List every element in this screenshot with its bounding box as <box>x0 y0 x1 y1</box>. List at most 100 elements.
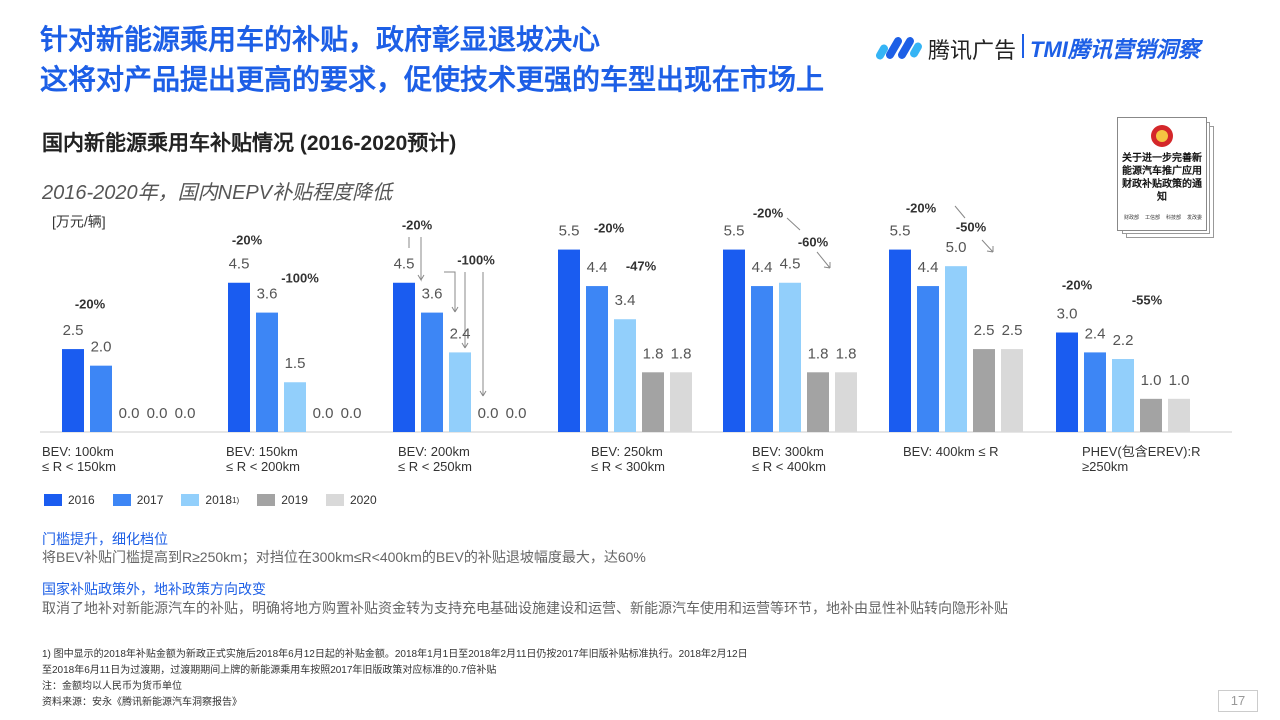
value-label: 4.4 <box>587 259 608 276</box>
value-label: 1.8 <box>836 345 857 362</box>
value-label: 1.8 <box>671 345 692 362</box>
doc-issuer: 财政部 <box>1123 215 1139 221</box>
value-label: 5.5 <box>724 223 745 240</box>
bar <box>723 249 745 432</box>
value-label: 5.5 <box>890 223 911 240</box>
legend-swatch <box>44 494 62 506</box>
legend-label: 2016 <box>68 493 95 507</box>
bar <box>1001 349 1023 432</box>
section-heading: 国家补贴政策外，地补政策方向改变 <box>42 581 266 597</box>
bar <box>228 282 250 432</box>
arrows <box>408 205 994 397</box>
annotation: -50% <box>956 219 987 234</box>
doc-issuer: 工信部 <box>1144 215 1160 221</box>
legend-item: 2020 <box>325 493 377 507</box>
section-heading: 门槛提升，细化档位 <box>42 531 168 547</box>
bar <box>614 319 636 432</box>
bar <box>835 372 857 432</box>
bar <box>1112 359 1134 432</box>
value-label: 2.5 <box>974 322 995 339</box>
value-label: 2.5 <box>63 322 84 339</box>
bar <box>1056 332 1078 432</box>
legend-swatch <box>181 494 200 506</box>
doc-issuer: 发改委 <box>1186 215 1202 221</box>
value-label: 4.5 <box>394 256 415 273</box>
category-label: BEV: 200km ≤ R < 250km <box>398 444 472 474</box>
bar <box>284 382 306 432</box>
value-label: 3.6 <box>257 286 278 303</box>
caption: 2016-2020年，国内NEPV补贴程度降低 <box>42 182 393 204</box>
bar <box>917 286 939 432</box>
bar <box>945 266 967 432</box>
annotation: -20% <box>402 217 433 232</box>
value-label: 1.8 <box>808 345 829 362</box>
bar <box>393 282 415 432</box>
bar <box>973 349 995 432</box>
footnote: 至2018年6月11日为过渡期，过渡期期间上牌的新能源乘用车按照2017年旧版政… <box>42 665 497 676</box>
legend: 2016 2017 2018 1) 2019 2020 <box>44 493 377 507</box>
value-label: 5.5 <box>559 223 580 240</box>
category-label: PHEV(包含EREV):R ≥250km <box>1082 444 1201 474</box>
value-label: 2.4 <box>1085 325 1106 342</box>
legend-swatch <box>112 494 131 506</box>
subtitle: 国内新能源乘用车补贴情况 (2016-2020预计) <box>42 132 457 155</box>
legend-label: 2020 <box>349 493 377 507</box>
legend-label: 2018 <box>205 493 233 507</box>
category-label: BEV: 150km ≤ R < 200km <box>226 444 300 474</box>
annotation: -55% <box>1132 292 1163 307</box>
legend-item: 2019 <box>257 493 308 507</box>
footnote: 1) 图中显示的2018年补贴金额为新政正式实施后2018年6月12日起的补贴金… <box>42 649 748 660</box>
category-label: BEV: 300km ≤ R < 400km <box>752 444 826 474</box>
doc-issuers: 财政部 工信部 科技部 发改委 <box>1121 214 1205 221</box>
annotation: -20% <box>753 205 784 220</box>
unit-label: [万元/辆] <box>52 214 106 230</box>
annotation: -100% <box>281 270 319 285</box>
bar <box>421 312 443 432</box>
doc-title: 关于进一步完善新能源汽车推广应用财政补贴政策的通知 <box>1122 153 1202 203</box>
logo-divider <box>1022 34 1024 58</box>
section-text: 将BEV补贴门槛提高到R≥250km；对挡位在300km≤R<400km的BEV… <box>42 549 646 565</box>
bar <box>807 372 829 432</box>
value-label: 2.2 <box>1113 332 1134 349</box>
annotation: -100% <box>457 252 495 267</box>
footnote: 注：金额均以人民币为货币单位 <box>42 681 182 692</box>
value-label: 1.8 <box>643 345 664 362</box>
annotation: -47% <box>626 258 657 273</box>
value-label: 4.4 <box>752 259 773 276</box>
bar <box>62 349 84 432</box>
value-label: 1.0 <box>1169 372 1190 389</box>
annotation: -20% <box>594 220 625 235</box>
value-label: 3.0 <box>1057 305 1078 322</box>
bar <box>558 249 580 432</box>
value-label: 0.0 <box>175 405 196 422</box>
value-label: 0.0 <box>119 405 140 422</box>
title-line: 这将对产品提出更高的要求，促使技术更强的车型出现在市场上 <box>40 64 825 95</box>
value-label: 4.5 <box>229 256 250 273</box>
footnote: 资料来源：安永《腾讯新能源汽车洞察报告》 <box>42 697 242 708</box>
annotation: -20% <box>906 200 937 215</box>
legend-swatch <box>257 494 276 506</box>
category-label: BEV: 250km ≤ R < 300km <box>591 444 665 474</box>
bar <box>449 352 471 432</box>
legend-note: 1) <box>232 495 240 505</box>
chart: [万元/辆] 2.5 4.5 4.5 5.5 5.5 5.5 3.0 2.0 3.6 3.6 4.4… <box>40 200 1232 433</box>
value-label: 4.5 <box>780 256 801 273</box>
legend-item: 2016 <box>44 493 95 507</box>
logo-icon <box>876 37 922 60</box>
document: 关于进一步完善新能源汽车推广应用财政补贴政策的通知 财政部 工信部 科技部 发改委 <box>1117 117 1207 231</box>
value-label: 3.4 <box>615 292 636 309</box>
value-label: 0.0 <box>506 405 527 422</box>
logo-sub: TMI腾讯营销洞察 <box>1030 37 1200 62</box>
doc-issuer: 科技部 <box>1165 215 1181 221</box>
value-label: 1.0 <box>1141 372 1162 389</box>
value-label: 1.5 <box>285 355 306 372</box>
value-label: 0.0 <box>341 405 362 422</box>
bar <box>90 365 112 432</box>
value-label: 2.4 <box>450 325 471 342</box>
legend-item: 2018 1) <box>181 493 239 507</box>
bar <box>779 282 801 432</box>
bar <box>670 372 692 432</box>
bar <box>751 286 773 432</box>
annotation: -20% <box>1062 277 1093 292</box>
